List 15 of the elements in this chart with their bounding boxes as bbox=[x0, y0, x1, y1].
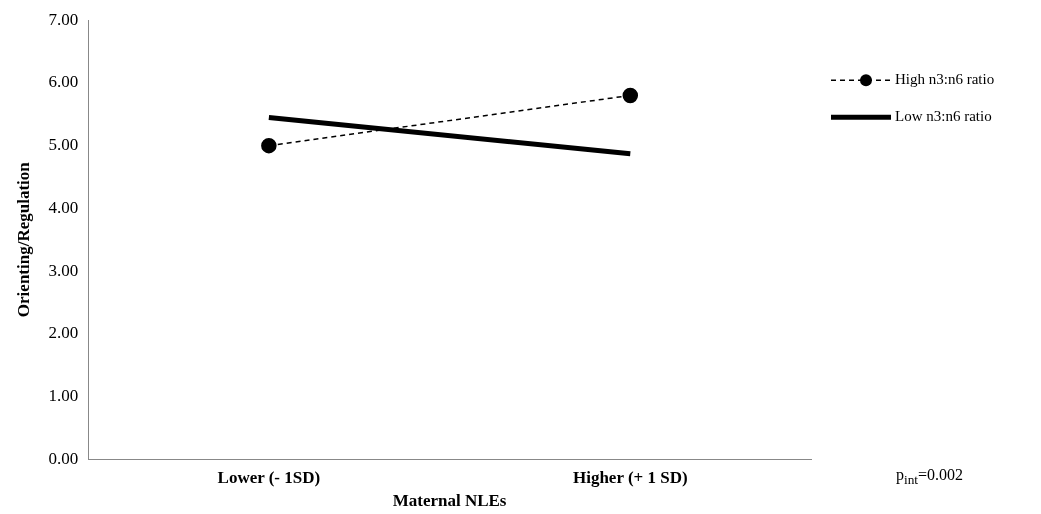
y-tick-label: 4.00 bbox=[48, 197, 79, 217]
y-axis-title: Orienting/Regulation bbox=[13, 161, 33, 318]
x-tick-label: Higher (+ 1 SD) bbox=[572, 467, 688, 487]
y-tick-label: 0.00 bbox=[48, 448, 79, 468]
y-tick-label: 1.00 bbox=[48, 385, 79, 405]
legend-label: Low n3:n6 ratio bbox=[895, 108, 992, 125]
y-tick-label: 6.00 bbox=[48, 72, 79, 92]
x-tick-label: Lower (- 1SD) bbox=[217, 467, 321, 487]
y-tick-label: 2.00 bbox=[48, 323, 79, 343]
y-tick-label: 7.00 bbox=[48, 9, 79, 29]
y-tick-label: 5.00 bbox=[48, 135, 79, 155]
legend-label: High n3:n6 ratio bbox=[895, 71, 995, 88]
y-tick-label: 3.00 bbox=[48, 260, 79, 280]
text: p$_{int}$=0.002 bbox=[896, 466, 964, 489]
x-axis-title: Maternal NLEs bbox=[392, 491, 507, 511]
